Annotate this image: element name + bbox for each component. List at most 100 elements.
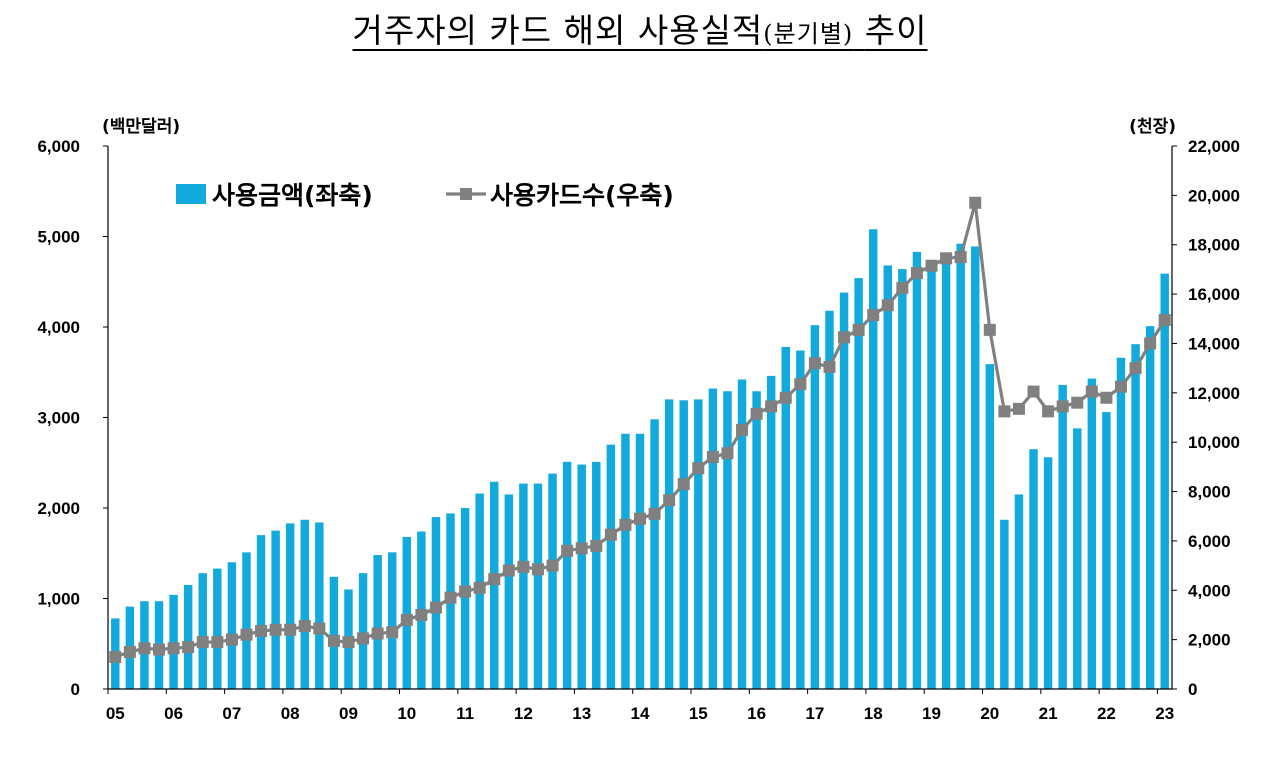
x-tick-label: 20 bbox=[980, 704, 999, 723]
bar bbox=[285, 523, 295, 689]
line-marker bbox=[838, 331, 851, 344]
line-marker bbox=[779, 391, 792, 404]
right-tick-label: 8,000 bbox=[1188, 483, 1231, 502]
bar bbox=[562, 461, 572, 689]
bar bbox=[723, 391, 732, 689]
line-marker bbox=[517, 560, 530, 573]
line-marker bbox=[182, 641, 195, 654]
right-tick-label: 16,000 bbox=[1188, 285, 1240, 304]
x-tick-label: 08 bbox=[281, 704, 300, 723]
bar bbox=[766, 375, 776, 689]
left-axis-unit: (백만달러) bbox=[102, 116, 180, 137]
bar bbox=[971, 246, 980, 689]
right-tick-label: 20,000 bbox=[1188, 186, 1240, 205]
line-marker bbox=[167, 642, 180, 655]
bar bbox=[985, 364, 995, 689]
bar bbox=[1073, 428, 1082, 689]
legend-line-label: 사용카드수(우축) bbox=[490, 181, 674, 210]
bar bbox=[242, 552, 251, 689]
bar bbox=[839, 292, 849, 689]
line-marker bbox=[211, 636, 224, 649]
bar bbox=[329, 576, 339, 689]
line-marker bbox=[750, 407, 763, 420]
line-marker bbox=[255, 625, 268, 637]
bar bbox=[169, 594, 178, 689]
bar bbox=[1145, 326, 1155, 689]
bar bbox=[1014, 494, 1024, 689]
left-tick-label: 3,000 bbox=[37, 409, 80, 428]
line-marker bbox=[910, 267, 923, 280]
bar bbox=[621, 433, 630, 689]
bar bbox=[402, 536, 412, 689]
left-tick-label: 6,000 bbox=[37, 137, 80, 156]
bar bbox=[635, 433, 645, 689]
bar bbox=[256, 535, 266, 689]
bar bbox=[1000, 519, 1009, 689]
chart-title: 거주자의 카드 해외 사용실적(분기별) 추이 bbox=[0, 4, 1280, 52]
line-marker bbox=[298, 620, 311, 633]
right-tick-label: 4,000 bbox=[1188, 581, 1231, 600]
line-marker bbox=[867, 309, 880, 322]
bar bbox=[883, 265, 892, 689]
title-paren: (분기별) bbox=[763, 20, 854, 48]
bar bbox=[679, 400, 688, 689]
line-marker bbox=[648, 507, 661, 520]
bar bbox=[227, 562, 237, 689]
x-tick-label: 09 bbox=[339, 704, 358, 723]
right-tick-label: 22,000 bbox=[1188, 137, 1240, 156]
line-marker bbox=[1085, 385, 1098, 398]
bar bbox=[519, 483, 528, 689]
x-tick-label: 21 bbox=[1039, 704, 1058, 723]
line-marker bbox=[1027, 385, 1040, 398]
line-marker bbox=[677, 478, 690, 491]
bar bbox=[650, 419, 659, 689]
line-marker bbox=[634, 512, 646, 525]
right-tick-label: 6,000 bbox=[1188, 532, 1231, 551]
bar bbox=[183, 584, 193, 689]
line-marker bbox=[371, 627, 384, 640]
x-tick-label: 19 bbox=[922, 704, 941, 723]
line-marker bbox=[663, 494, 676, 507]
bar bbox=[1102, 412, 1111, 689]
line-marker bbox=[240, 628, 253, 641]
bar bbox=[373, 555, 382, 689]
line-marker bbox=[313, 622, 326, 635]
bar bbox=[1116, 357, 1126, 689]
line-marker bbox=[357, 632, 370, 645]
line-marker bbox=[400, 613, 413, 626]
x-tick-label: 22 bbox=[1097, 704, 1116, 723]
line-marker bbox=[123, 645, 136, 658]
line-marker bbox=[225, 633, 238, 646]
bar bbox=[460, 508, 470, 689]
bar bbox=[752, 391, 761, 689]
bar-series bbox=[111, 229, 1169, 690]
line-marker bbox=[531, 563, 544, 576]
bar bbox=[1160, 273, 1169, 689]
right-tick-label: 12,000 bbox=[1188, 384, 1240, 403]
line-marker bbox=[153, 643, 166, 656]
line-marker bbox=[561, 544, 574, 557]
bar bbox=[387, 552, 397, 689]
bar bbox=[898, 269, 907, 689]
left-tick-label: 0 bbox=[71, 680, 80, 699]
line-marker bbox=[1056, 400, 1069, 413]
right-axis-unit: (천장) bbox=[1129, 117, 1176, 137]
line-marker bbox=[823, 360, 836, 373]
line-marker bbox=[342, 636, 355, 649]
line-marker bbox=[459, 585, 472, 598]
line-marker bbox=[808, 357, 821, 370]
bar bbox=[315, 522, 324, 689]
line-marker bbox=[736, 423, 749, 436]
bar bbox=[1029, 449, 1038, 689]
legend-bar-label: 사용금액(좌축) bbox=[212, 181, 373, 210]
bar bbox=[941, 256, 951, 689]
line-marker bbox=[415, 608, 428, 621]
bar bbox=[577, 464, 586, 689]
bar bbox=[548, 473, 557, 689]
bar bbox=[300, 519, 309, 689]
bar bbox=[606, 444, 616, 689]
left-tick-label: 5,000 bbox=[37, 228, 80, 247]
bar bbox=[198, 573, 207, 689]
bar bbox=[854, 278, 863, 689]
